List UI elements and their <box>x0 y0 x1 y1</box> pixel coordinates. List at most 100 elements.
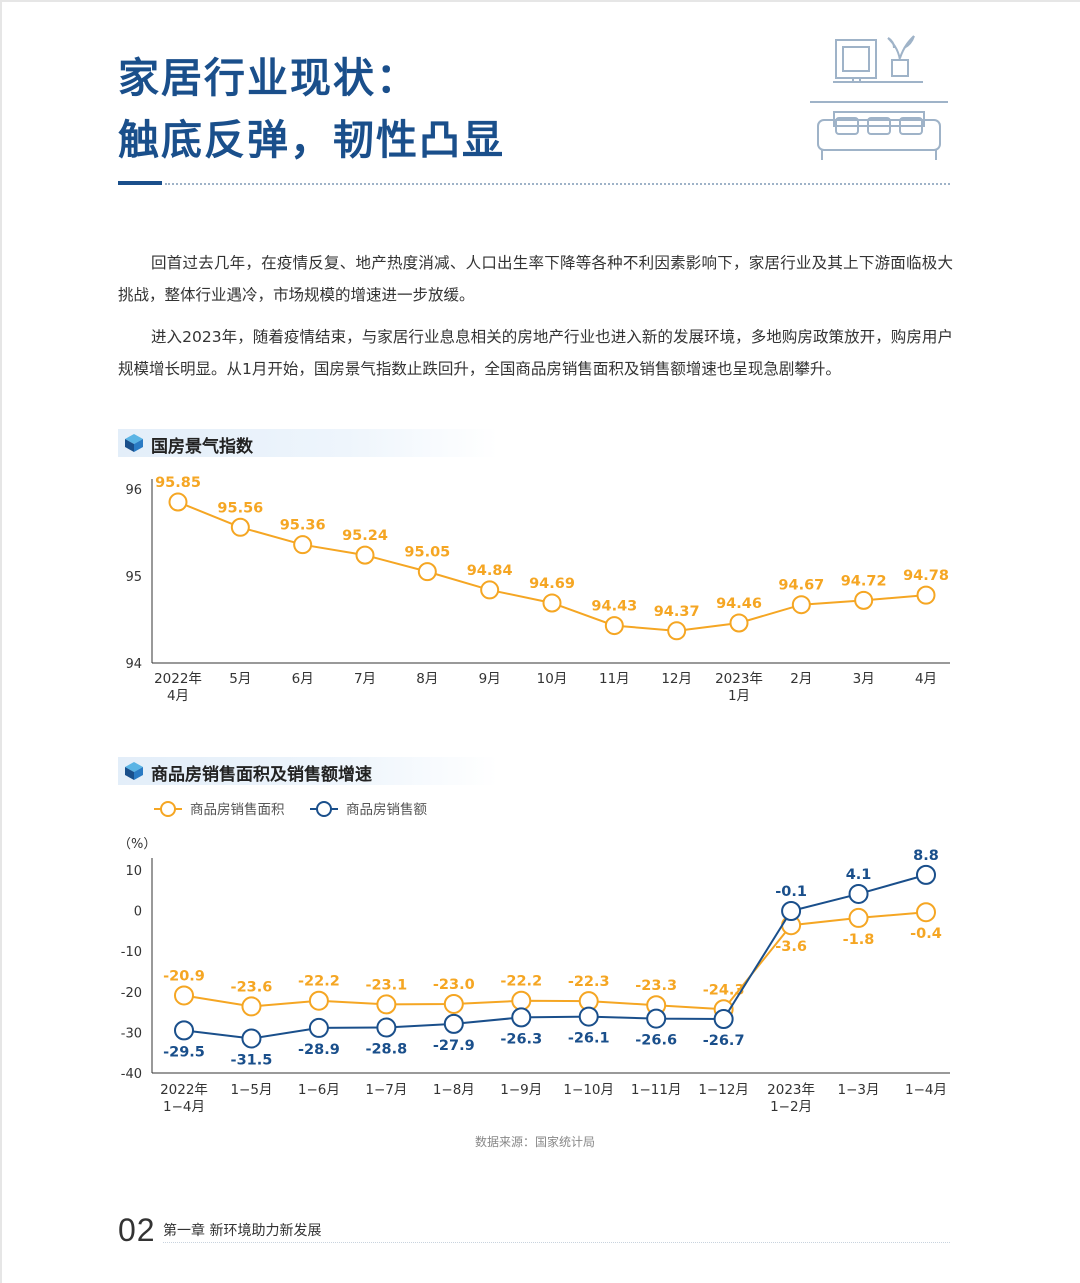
data-point <box>174 985 194 1006</box>
y-tick-label: 95 <box>125 570 142 585</box>
data-label: -31.5 <box>231 1052 273 1068</box>
data-label: 94.84 <box>467 563 513 579</box>
data-label: -22.2 <box>500 974 542 990</box>
x-tick-label: 1−3月 <box>838 1082 880 1098</box>
legend-swatch-marker <box>316 801 332 817</box>
data-source: 数据来源：国家统计局 <box>474 1135 595 1149</box>
data-label: 94.78 <box>903 568 949 584</box>
sofa-living-room-icon <box>810 35 948 160</box>
data-point <box>713 1009 734 1030</box>
y-tick-label: -10 <box>121 945 142 960</box>
data-point <box>542 593 562 613</box>
data-label: -26.6 <box>635 1033 677 1049</box>
x-tick-label: 1−10月 <box>563 1082 614 1098</box>
x-tick-label: 4月 <box>167 688 189 704</box>
x-tick-label: 10月 <box>537 671 568 687</box>
data-label: -24.3 <box>703 982 745 998</box>
x-tick-label: 2月 <box>790 671 812 687</box>
x-tick-label: 6月 <box>292 671 314 687</box>
x-tick-label: 1−6月 <box>298 1082 340 1098</box>
y-tick-label: 94 <box>125 657 142 672</box>
data-point <box>241 1028 262 1049</box>
data-label: -3.6 <box>775 939 807 955</box>
data-point <box>174 1020 194 1041</box>
data-label: 94.72 <box>841 573 887 589</box>
data-point <box>376 994 397 1015</box>
data-label: 95.05 <box>404 545 450 561</box>
data-label: -23.6 <box>231 979 273 995</box>
x-tick-label: 1−2月 <box>770 1099 812 1115</box>
data-point <box>511 1007 532 1028</box>
data-label: -22.2 <box>298 974 340 990</box>
x-tick-label: 1−5月 <box>230 1082 272 1098</box>
legend-label: 商品房销售面积 <box>190 802 285 818</box>
page-title-line1: 家居行业现状： <box>118 54 419 102</box>
data-point <box>308 990 329 1011</box>
y-tick-label: 0 <box>134 905 142 920</box>
data-label: -26.7 <box>703 1033 745 1049</box>
x-tick-label: 2022年 <box>160 1082 208 1098</box>
data-point <box>241 996 262 1017</box>
data-point <box>791 595 811 615</box>
data-label: -28.9 <box>298 1042 340 1058</box>
chapter-label: 第一章 新环境助力新发展 <box>163 1223 322 1239</box>
x-tick-label: 1−8月 <box>433 1082 475 1098</box>
section-title: 国房景气指数 <box>151 437 253 457</box>
data-label: -23.3 <box>635 978 677 994</box>
x-tick-label: 3月 <box>853 671 875 687</box>
section-header-sales: 商品房销售面积及销售额增速 <box>118 757 498 785</box>
data-label: 94.37 <box>654 604 700 620</box>
x-tick-label: 1−7月 <box>365 1082 407 1098</box>
footer-dotted-rule <box>163 1242 950 1243</box>
cube-icon <box>125 434 143 452</box>
data-label: 94.67 <box>778 578 824 594</box>
y-tick-label: -40 <box>121 1067 142 1082</box>
legend-swatch-marker <box>160 801 176 817</box>
y-tick-label: 96 <box>125 483 142 498</box>
data-label: -0.1 <box>775 884 807 900</box>
data-point <box>916 585 936 605</box>
x-tick-label: 4月 <box>915 671 937 687</box>
data-point <box>604 616 624 636</box>
data-point <box>781 901 802 922</box>
data-label: 94.46 <box>716 596 762 612</box>
x-tick-label: 1−11月 <box>631 1082 682 1098</box>
data-point <box>443 1013 464 1034</box>
data-label: 8.8 <box>913 848 939 864</box>
data-point <box>511 990 532 1011</box>
legend-label: 商品房销售额 <box>346 802 427 818</box>
x-tick-label: 11月 <box>599 671 630 687</box>
data-point <box>667 621 687 641</box>
data-point <box>443 993 464 1014</box>
data-label: -20.9 <box>163 968 205 984</box>
data-label: 95.24 <box>342 528 388 544</box>
data-label: 4.1 <box>846 867 872 883</box>
data-point <box>376 1017 397 1038</box>
intro-paragraph-1: 回首过去几年，在疫情反复、地产热度消减、人口出生率下降等各种不利因素影响下，家居… <box>118 254 953 304</box>
x-tick-label: 5月 <box>229 671 251 687</box>
y-axis-unit: （%） <box>118 837 156 852</box>
x-tick-label: 9月 <box>479 671 501 687</box>
x-tick-label: 1月 <box>728 688 750 704</box>
data-point <box>355 545 375 565</box>
page-number: 02 <box>118 1212 156 1248</box>
data-point <box>417 562 437 582</box>
data-label: -23.0 <box>433 977 475 993</box>
x-tick-label: 2022年 <box>154 671 202 687</box>
data-point <box>230 517 250 537</box>
data-point <box>916 902 936 923</box>
data-label: -22.3 <box>568 974 610 990</box>
data-label: 95.56 <box>217 500 263 516</box>
data-point <box>916 864 936 885</box>
intro-paragraph-2: 进入2023年，随着疫情结束，与家居行业息息相关的房地产行业也进入新的发展环境，… <box>118 328 953 378</box>
x-tick-label: 2023年 <box>767 1082 815 1098</box>
data-point <box>578 1006 599 1027</box>
data-point <box>308 1017 329 1038</box>
data-point <box>646 1008 667 1029</box>
data-label: -23.1 <box>365 977 407 993</box>
page-title-line2: 触底反弹，韧性凸显 <box>118 116 505 164</box>
section-title: 商品房销售面积及销售额增速 <box>151 765 372 785</box>
data-label: -28.8 <box>365 1042 407 1058</box>
data-label: -26.1 <box>568 1031 610 1047</box>
